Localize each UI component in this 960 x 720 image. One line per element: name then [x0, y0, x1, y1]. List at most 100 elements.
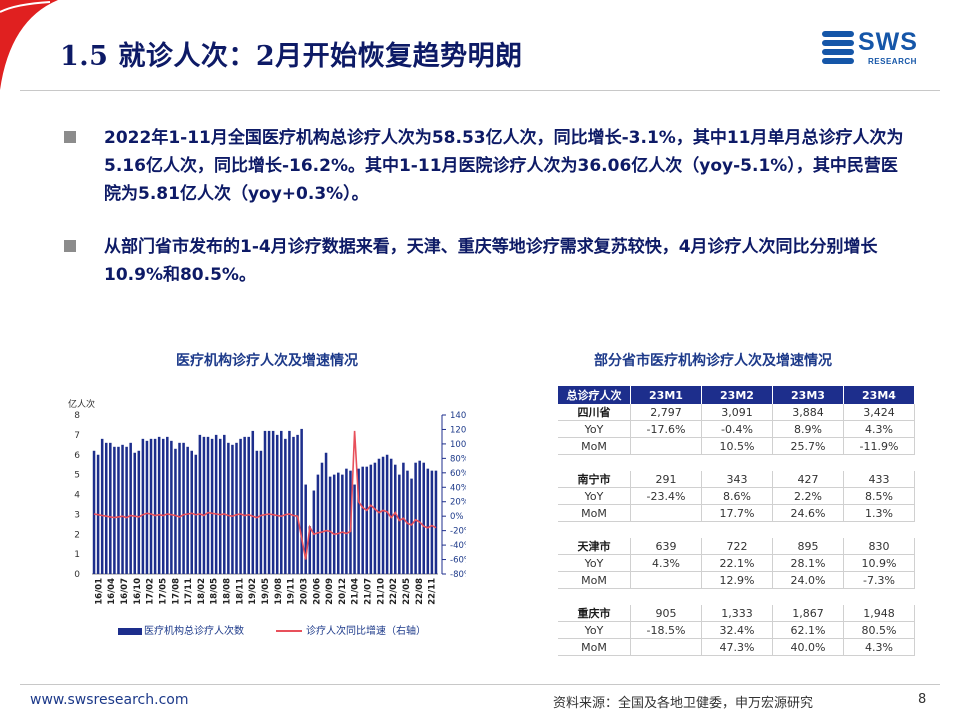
y-unit-label: 亿人次: [68, 398, 95, 410]
table-cell: [630, 571, 702, 589]
bar: [133, 452, 137, 574]
y-left-tick-label: 5: [74, 471, 80, 481]
y-right-tick-label: -20%: [450, 527, 466, 537]
x-tick-label: 18/02: [197, 578, 207, 605]
x-tick-label: 17/02: [146, 578, 156, 605]
y-left-tick-label: 6: [74, 451, 80, 461]
table-cell: 4.3%: [843, 420, 915, 438]
x-tick-label: 20/03: [299, 578, 309, 605]
table-cell: 28.1%: [772, 554, 844, 572]
bar: [296, 434, 299, 574]
row-label: MoM: [558, 571, 631, 589]
footer-divider: [20, 684, 940, 685]
x-tick-label: 16/01: [94, 578, 104, 605]
bar: [426, 468, 430, 574]
legend-bar-swatch: [118, 627, 142, 635]
table-cell: 10.9%: [843, 554, 915, 572]
bar: [381, 456, 385, 574]
bar: [337, 472, 340, 574]
y-left-tick-label: 2: [74, 530, 80, 540]
table-row: MoM 47.3% 40.0% 4.3%: [558, 638, 915, 656]
bar: [149, 438, 153, 574]
table-row: 四川省 2,797 3,091 3,884 3,424: [558, 404, 915, 421]
table-cell: 722: [701, 538, 773, 555]
bar: [247, 436, 250, 574]
row-label: 天津市: [558, 538, 631, 555]
bar: [271, 430, 275, 574]
bar: [255, 450, 259, 574]
table-cell: 62.1%: [772, 621, 844, 639]
bar: [312, 490, 316, 574]
row-label: YoY: [558, 554, 631, 572]
table-cell: 343: [701, 471, 773, 488]
table-cell: 830: [843, 538, 915, 555]
table-row: 天津市 639 722 895 830: [558, 538, 915, 555]
row-label: 南宁市: [558, 471, 631, 488]
table-cell: 1,333: [701, 605, 773, 622]
table-header-row: 总诊疗人次 23M1 23M2 23M3 23M4: [558, 386, 915, 404]
bar: [320, 462, 324, 574]
table-cell: 8.6%: [701, 487, 773, 505]
bar: [190, 450, 193, 574]
spacer-cell: [558, 589, 915, 606]
x-tick-label: 19/02: [248, 578, 258, 605]
bar: [393, 464, 397, 574]
bullet-1-text: 2022年1-11月全国医疗机构总诊疗人次为58.53亿人次，同比增长-3.1%…: [104, 128, 904, 204]
x-tick-label: 16/04: [107, 578, 117, 605]
y-right-tick-label: 140%: [450, 411, 466, 421]
footer-url[interactable]: www.swsresearch.com: [30, 692, 189, 708]
bar: [125, 446, 128, 574]
bar: [280, 430, 283, 574]
bar: [434, 470, 438, 574]
table-cell: 32.4%: [701, 621, 773, 639]
bar: [113, 446, 116, 574]
page-title: 1.5 就诊人次：2月开始恢复趋势明朗: [60, 41, 523, 72]
bar: [267, 430, 271, 574]
table-cell: 4.3%: [630, 554, 702, 572]
table-spacer: [558, 589, 915, 606]
bullet-square-icon: [64, 240, 76, 252]
table-cell: [630, 437, 702, 455]
y-right-tick-label: -60%: [450, 556, 466, 566]
table-cell: 47.3%: [701, 638, 773, 656]
y-right-tick-label: 20%: [450, 498, 466, 508]
logo-subtext: RESEARCH: [868, 57, 917, 66]
table-row: MoM 10.5% 25.7% -11.9%: [558, 437, 915, 455]
bar: [332, 474, 336, 574]
y-left-tick-label: 3: [74, 510, 80, 520]
table-header-cell: 23M3: [772, 386, 844, 404]
bar: [235, 442, 238, 574]
bar: [161, 438, 165, 574]
table-cell: 3,091: [701, 404, 773, 421]
table-cell: 80.5%: [843, 621, 915, 639]
bar: [316, 474, 320, 574]
table-cell: 25.7%: [772, 437, 844, 455]
x-tick-label: 22/02: [389, 578, 399, 605]
bar: [223, 434, 226, 574]
bar: [345, 468, 348, 574]
table-cell: 3,424: [843, 404, 915, 421]
bar: [178, 442, 181, 574]
y-right-tick-label: 60%: [450, 469, 466, 479]
bar: [92, 450, 96, 574]
bar: [353, 484, 356, 574]
row-label: YoY: [558, 420, 631, 438]
bar: [418, 460, 421, 574]
table-row: YoY -23.4% 8.6% 2.2% 8.5%: [558, 487, 915, 505]
header-divider: [20, 90, 940, 91]
bar: [157, 436, 161, 574]
table-spacer: [558, 455, 915, 472]
x-tick-label: 20/12: [338, 578, 348, 605]
table-cell: 1,948: [843, 605, 915, 622]
bar: [153, 438, 157, 574]
table-row: 南宁市 291 343 427 433: [558, 471, 915, 488]
table-header-cell: 总诊疗人次: [558, 386, 631, 404]
bar: [227, 442, 230, 574]
x-tick-label: 20/06: [312, 578, 322, 605]
table-cell: 895: [772, 538, 844, 555]
table-row: YoY -17.6% -0.4% 8.9% 4.3%: [558, 420, 915, 438]
bullet-1: 2022年1-11月全国医疗机构总诊疗人次为58.53亿人次，同比增长-3.1%…: [64, 124, 914, 208]
sws-logo: SWS RESEARCH: [820, 28, 940, 70]
row-label: MoM: [558, 437, 631, 455]
province-table: 总诊疗人次 23M1 23M2 23M3 23M4 四川省 2,797 3,091 3,884 3…: [558, 386, 915, 656]
